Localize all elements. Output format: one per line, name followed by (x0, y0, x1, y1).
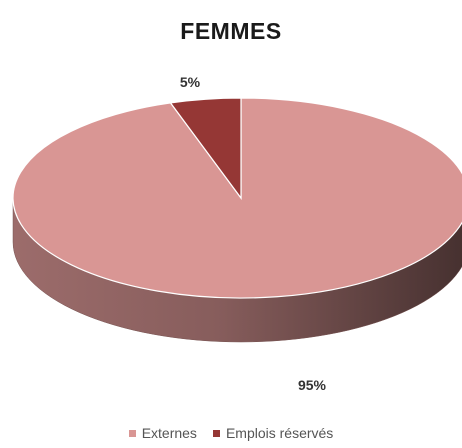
data-label-emplois-reserves: 5% (180, 74, 201, 90)
legend-item-emplois-reserves: Emplois réservés (212, 425, 334, 441)
chart-title: FEMMES (180, 18, 282, 44)
legend-item-externes: Externes (128, 425, 197, 441)
pie-slice-emplois-reserves (169, 97, 242, 200)
pie-chart: 95% 5% (12, 74, 462, 393)
data-label-externes: 95% (298, 377, 327, 393)
legend-swatch (128, 429, 136, 437)
pie-slice-externes (12, 97, 462, 299)
legend: Externes Emplois réservés (0, 425, 462, 441)
legend-label: Emplois réservés (225, 425, 334, 441)
legend-label: Externes (141, 425, 197, 441)
legend-swatch (212, 429, 220, 437)
